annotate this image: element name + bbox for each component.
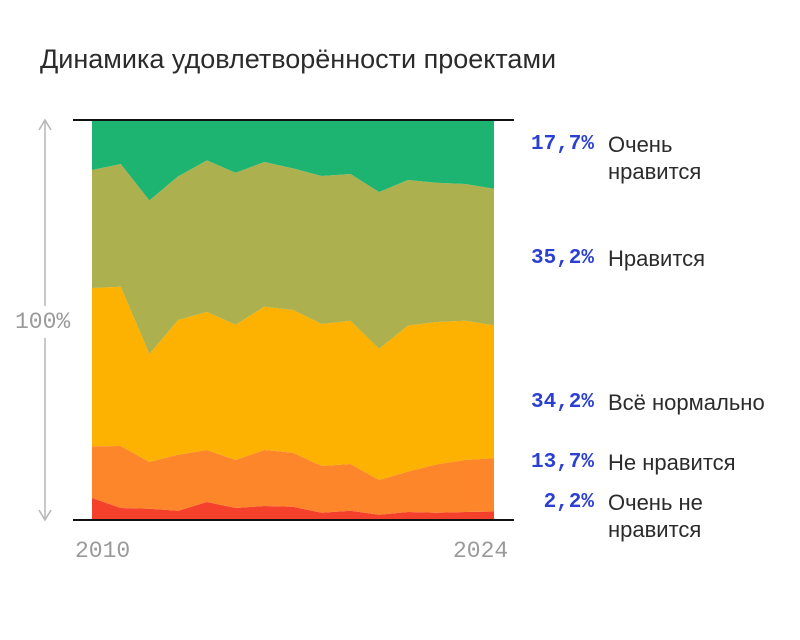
y-axis-label: 100% [15, 309, 71, 335]
chart-title: Динамика удовлетворённости проектами [40, 44, 557, 74]
legend-label-neutral: Всё нормально [608, 390, 765, 415]
legend-label-very-like: Очень нравится [608, 132, 702, 184]
stacked-areas [92, 120, 494, 520]
hundred-percent-arrow [14, 118, 76, 522]
legend-pct-very-dislike: 2,2% [543, 491, 594, 514]
legend-pct-dislike: 13,7% [530, 451, 594, 474]
legend-label-dislike: Не нравится [608, 450, 736, 475]
area-series-3 [92, 160, 494, 354]
area-series-4 [92, 120, 494, 201]
x-tick-end: 2024 [453, 538, 509, 564]
area-series-0 [92, 498, 494, 520]
legend-pct-very-like: 17,7% [530, 133, 594, 156]
legend-pct-like: 35,2% [530, 247, 594, 270]
legend-pct-neutral: 34,2% [530, 391, 594, 414]
area-series-1 [92, 446, 494, 515]
legend-label-very-dislike: Очень не нравится [608, 490, 703, 542]
x-tick-start: 2010 [75, 538, 131, 564]
area-series-2 [92, 286, 494, 480]
legend-label-like: Нравится [608, 246, 706, 271]
